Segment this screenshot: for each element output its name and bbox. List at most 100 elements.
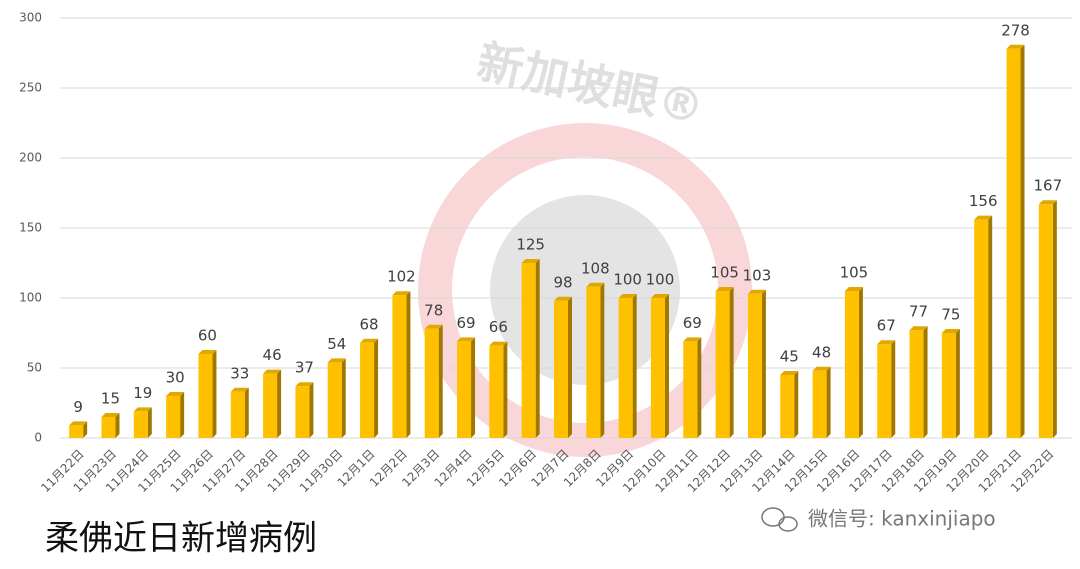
bar-face <box>747 289 766 294</box>
bar-face <box>489 341 508 346</box>
bar-face <box>794 371 799 438</box>
bar-face <box>568 296 572 438</box>
credit: 微信号: kanxinjiapo <box>808 507 996 531</box>
bar <box>812 366 831 438</box>
bar-face <box>457 341 472 438</box>
value-label: 78 <box>424 301 443 319</box>
bar-face <box>180 392 185 438</box>
value-label: 15 <box>101 390 120 408</box>
bar-face <box>812 370 827 438</box>
bar-face <box>650 294 669 298</box>
value-label: 37 <box>295 359 314 377</box>
bar-face <box>761 289 766 438</box>
bar-face <box>586 282 605 287</box>
bar-face <box>392 291 411 296</box>
bar-face <box>230 387 249 392</box>
bar-face <box>664 294 669 438</box>
value-label: 9 <box>73 398 83 416</box>
y-tick-label: 200 <box>19 151 42 165</box>
bar-face <box>535 259 540 438</box>
bar-face <box>988 215 993 438</box>
value-label: 98 <box>553 273 572 291</box>
bar <box>650 294 669 438</box>
bar <box>877 340 896 438</box>
bar <box>618 294 637 438</box>
bar-face <box>406 291 411 438</box>
bar-face <box>974 215 993 220</box>
value-label: 45 <box>780 348 799 366</box>
bar-face <box>198 350 217 354</box>
bar-face <box>309 382 314 438</box>
chart-title: 柔佛近日新增病例 <box>45 519 317 559</box>
bar-face <box>327 362 342 438</box>
bar-face <box>729 287 734 438</box>
bar-face <box>844 287 863 291</box>
y-tick-label: 150 <box>19 221 42 235</box>
bar-face <box>295 386 310 438</box>
bar-face <box>244 387 249 438</box>
bar-face <box>632 294 637 438</box>
bar-face <box>826 366 831 438</box>
bar-face <box>1038 204 1053 438</box>
bar-face <box>1006 44 1025 49</box>
bar <box>230 387 249 438</box>
bar <box>457 337 476 438</box>
bar <box>747 289 766 438</box>
value-label: 167 <box>1034 177 1063 195</box>
bar-face <box>747 293 762 438</box>
bar-face <box>812 366 831 371</box>
bar-face <box>618 298 633 438</box>
bar-face <box>618 294 637 298</box>
bar <box>715 287 734 438</box>
bar-face <box>424 328 439 438</box>
value-label: 77 <box>909 303 928 321</box>
bar-face <box>69 421 88 426</box>
value-label: 68 <box>360 315 379 333</box>
value-label: 67 <box>877 317 896 335</box>
bar-face <box>147 407 152 438</box>
bar <box>133 407 152 438</box>
value-label: 102 <box>387 268 416 286</box>
bar-face <box>586 286 601 438</box>
value-label: 69 <box>683 314 702 332</box>
bar-face <box>780 375 795 438</box>
bar-face <box>877 340 896 345</box>
value-label: 105 <box>840 264 869 282</box>
y-tick-label: 250 <box>19 81 42 95</box>
bar <box>392 291 411 438</box>
y-tick-label: 0 <box>34 431 42 445</box>
bar-face <box>115 413 120 438</box>
value-label: 100 <box>613 271 642 289</box>
bar <box>198 350 217 438</box>
value-label: 69 <box>456 314 475 332</box>
value-label: 103 <box>743 266 772 284</box>
bar-face <box>327 358 346 363</box>
bar-face <box>374 338 379 438</box>
bar-face <box>650 298 665 438</box>
bar-face <box>263 369 282 374</box>
bar-face <box>263 373 278 438</box>
bar <box>69 421 88 438</box>
bar-face <box>891 340 896 438</box>
bar-face <box>438 324 443 438</box>
bar <box>554 296 572 438</box>
bar-face <box>877 344 892 438</box>
bar <box>941 329 960 438</box>
bar-face <box>844 291 859 438</box>
bar-face <box>909 326 928 331</box>
bar-face <box>457 337 476 342</box>
value-label: 108 <box>581 259 610 277</box>
bar-face <box>198 354 213 438</box>
value-label: 75 <box>941 306 960 324</box>
bar-face <box>858 287 863 438</box>
bar-face <box>941 329 960 333</box>
bar-face <box>83 421 88 438</box>
bar-face <box>69 425 84 438</box>
bar-face <box>974 219 989 438</box>
bar-face <box>341 358 346 438</box>
bar-face <box>360 338 379 343</box>
bar-face <box>909 330 924 438</box>
bar <box>166 392 185 438</box>
bar-face <box>521 259 540 263</box>
bar-face <box>955 329 960 438</box>
